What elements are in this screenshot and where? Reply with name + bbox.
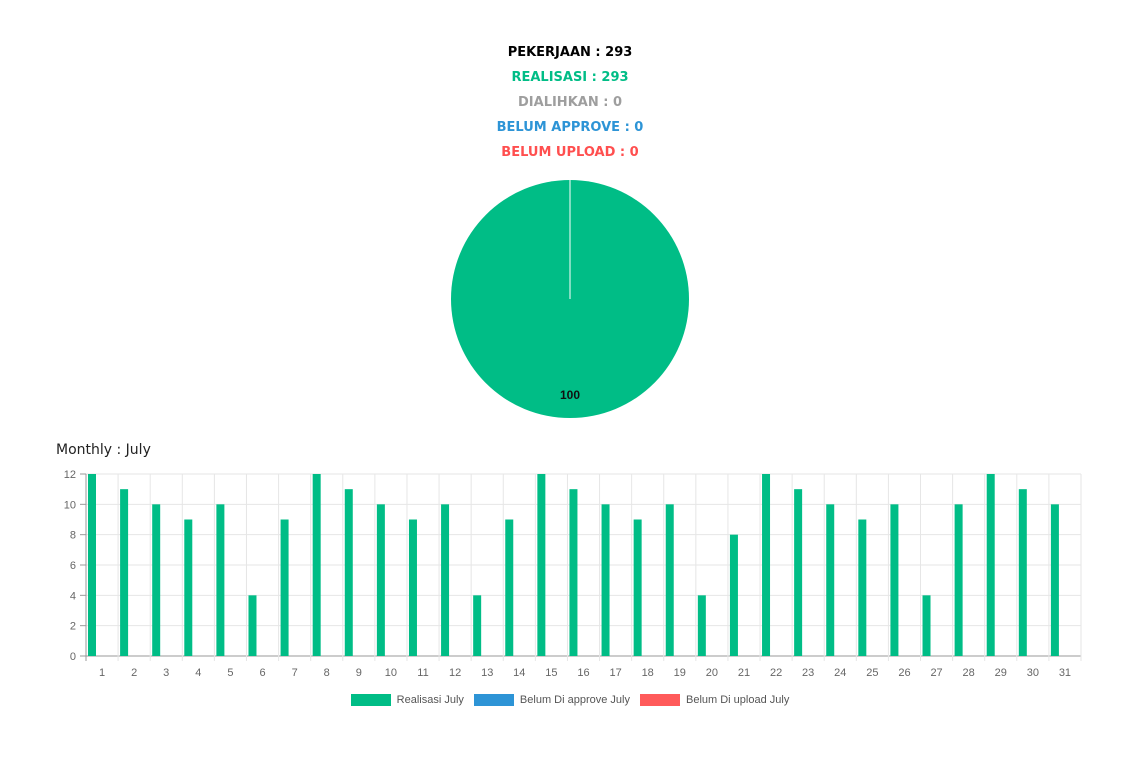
x-tick-label: 22 (770, 667, 782, 679)
bar-realisasi-july-day-4[interactable] (184, 519, 193, 657)
x-tick-label: 3 (163, 667, 169, 679)
x-tick-label: 6 (259, 667, 265, 679)
legend-swatch-realisasi (350, 694, 391, 706)
legend-swatch-upload (639, 694, 680, 706)
x-tick-label: 20 (706, 667, 718, 679)
bar-realisasi-july-day-6[interactable] (248, 595, 257, 656)
y-tick-label: 8 (70, 530, 76, 542)
x-tick-label: 1 (99, 667, 105, 679)
x-tick-label: 21 (738, 667, 750, 679)
bar-realisasi-july-day-21[interactable] (729, 534, 738, 656)
x-tick-label: 9 (356, 667, 362, 679)
x-tick-label: 17 (609, 667, 621, 679)
legend-label-upload: Belum Di upload July (685, 694, 790, 706)
pekerjaan-count: PEKERJAAN : 293 (507, 45, 633, 60)
summary-stats: PEKERJAAN : 293 REALISASI : 293 DIALIHKA… (0, 44, 1140, 169)
x-tick-label: 30 (1027, 667, 1039, 679)
chart-legend: Realisasi July Belum Di approve July Bel… (0, 694, 1140, 706)
bar-realisasi-july-day-25[interactable] (858, 519, 867, 657)
bar-realisasi-july-day-8[interactable] (312, 474, 321, 656)
bar-realisasi-july-day-20[interactable] (697, 595, 706, 656)
bar-realisasi-july-day-19[interactable] (665, 504, 674, 656)
x-tick-label: 4 (195, 667, 201, 679)
y-tick-label: 0 (70, 651, 76, 663)
bar-realisasi-july-day-2[interactable] (120, 489, 129, 656)
x-tick-label: 18 (642, 667, 654, 679)
realisasi-count: REALISASI : 293 (511, 70, 629, 85)
bar-realisasi-july-day-7[interactable] (280, 519, 289, 657)
legend-label-approve: Belum Di approve July (519, 694, 630, 706)
legend-item-upload[interactable]: Belum Di upload July (639, 694, 790, 706)
bar-realisasi-july-day-13[interactable] (473, 595, 482, 656)
x-tick-label: 12 (449, 667, 461, 679)
belum-approve-count: BELUM APPROVE : 0 (496, 120, 644, 135)
x-tick-label: 11 (417, 667, 428, 679)
bar-realisasi-july-day-29[interactable] (986, 474, 995, 656)
monthly-title: Monthly : July (56, 442, 151, 458)
x-tick-label: 31 (1059, 667, 1071, 679)
pie-data-label: 100 (560, 388, 580, 402)
y-tick-label: 2 (70, 621, 76, 633)
y-tick-label: 12 (64, 469, 76, 481)
legend-item-approve[interactable]: Belum Di approve July (473, 694, 630, 706)
x-tick-label: 5 (227, 667, 233, 679)
x-tick-label: 28 (963, 667, 975, 679)
legend-label-realisasi: Realisasi July (396, 694, 464, 706)
x-tick-label: 15 (545, 667, 557, 679)
x-tick-label: 29 (995, 667, 1007, 679)
x-tick-label: 25 (866, 667, 878, 679)
x-tick-label: 27 (930, 667, 942, 679)
legend-swatch-approve (473, 694, 514, 706)
y-tick-label: 10 (64, 499, 76, 511)
x-tick-label: 16 (577, 667, 589, 679)
bar-realisasi-july-day-17[interactable] (601, 504, 610, 656)
legend-item-realisasi[interactable]: Realisasi July (350, 694, 464, 706)
bar-realisasi-july-day-16[interactable] (569, 489, 578, 656)
bar-realisasi-july-day-27[interactable] (922, 595, 931, 656)
dialihkan-count: DIALIHKAN : 0 (518, 95, 622, 110)
x-tick-label: 14 (513, 667, 525, 679)
bar-realisasi-july-day-5[interactable] (216, 504, 225, 656)
y-tick-label: 6 (70, 560, 76, 572)
x-tick-label: 2 (131, 667, 137, 679)
bar-realisasi-july-day-23[interactable] (794, 489, 803, 656)
bar-realisasi-july-day-11[interactable] (408, 519, 417, 657)
pie-chart: 100 (451, 180, 689, 418)
bar-realisasi-july-day-31[interactable] (1050, 504, 1059, 656)
bar-realisasi-july-day-12[interactable] (441, 504, 450, 656)
x-tick-label: 13 (481, 667, 493, 679)
bar-realisasi-july-day-28[interactable] (954, 504, 963, 656)
x-tick-label: 7 (292, 667, 298, 679)
y-tick-label: 4 (70, 590, 76, 602)
belum-upload-count: BELUM UPLOAD : 0 (501, 145, 639, 160)
bar-realisasi-july-day-30[interactable] (1018, 489, 1027, 656)
x-tick-label: 24 (834, 667, 846, 679)
bar-realisasi-july-day-1[interactable] (88, 474, 96, 656)
x-tick-label: 10 (385, 667, 397, 679)
bar-realisasi-july-day-22[interactable] (762, 474, 771, 656)
bar-realisasi-july-day-26[interactable] (890, 504, 899, 656)
x-tick-label: 19 (674, 667, 686, 679)
x-tick-label: 23 (802, 667, 814, 679)
x-tick-label: 26 (898, 667, 910, 679)
bar-realisasi-july-day-15[interactable] (537, 474, 546, 656)
bar-realisasi-july-day-9[interactable] (344, 489, 353, 656)
x-tick-label: 8 (324, 667, 330, 679)
bar-realisasi-july-day-3[interactable] (152, 504, 161, 656)
bar-realisasi-july-day-10[interactable] (376, 504, 385, 656)
bar-realisasi-july-day-24[interactable] (826, 504, 835, 656)
bar-realisasi-july-day-18[interactable] (633, 519, 642, 657)
bar-realisasi-july-day-14[interactable] (505, 519, 514, 657)
